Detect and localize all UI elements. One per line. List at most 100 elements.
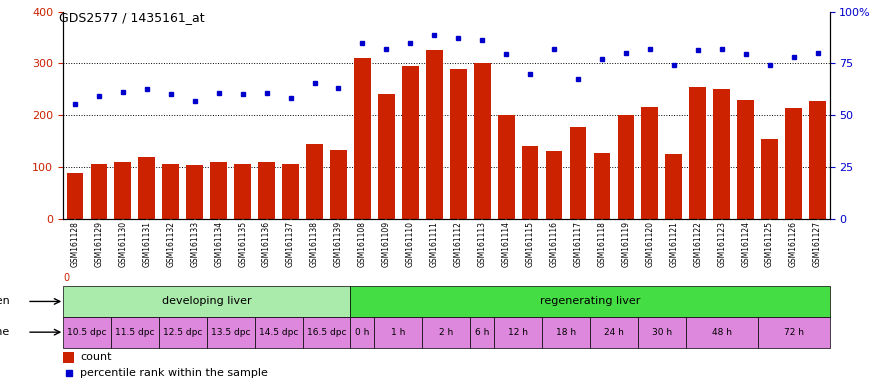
Bar xyxy=(63,286,350,317)
Text: GSM161135: GSM161135 xyxy=(238,221,247,267)
Bar xyxy=(498,115,514,219)
Text: GSM161128: GSM161128 xyxy=(71,221,80,267)
Text: 6 h: 6 h xyxy=(475,328,489,337)
Bar xyxy=(785,108,802,219)
Bar xyxy=(206,317,255,348)
Bar xyxy=(665,154,682,219)
Bar xyxy=(542,317,590,348)
Text: 24 h: 24 h xyxy=(604,328,624,337)
Text: GSM161112: GSM161112 xyxy=(454,221,463,267)
Text: GSM161115: GSM161115 xyxy=(526,221,535,267)
Text: 0 h: 0 h xyxy=(355,328,369,337)
Bar xyxy=(374,317,423,348)
Text: GSM161111: GSM161111 xyxy=(430,221,438,267)
Text: percentile rank within the sample: percentile rank within the sample xyxy=(80,368,268,378)
Bar xyxy=(115,162,131,219)
Text: GSM161139: GSM161139 xyxy=(334,221,343,267)
Text: GSM161130: GSM161130 xyxy=(118,221,128,267)
Bar xyxy=(590,317,638,348)
Bar xyxy=(90,164,108,219)
Bar xyxy=(402,66,419,219)
Bar xyxy=(570,127,586,219)
Text: GSM161121: GSM161121 xyxy=(669,221,678,267)
Bar xyxy=(350,317,374,348)
Bar xyxy=(426,50,443,219)
Bar xyxy=(306,144,323,219)
Bar xyxy=(255,317,303,348)
Text: GSM161138: GSM161138 xyxy=(310,221,319,267)
Text: 1 h: 1 h xyxy=(391,328,405,337)
Text: 18 h: 18 h xyxy=(556,328,576,337)
Bar xyxy=(450,68,466,219)
Text: GSM161123: GSM161123 xyxy=(718,221,726,267)
Bar xyxy=(163,164,179,219)
Bar xyxy=(378,94,395,219)
Bar xyxy=(303,317,350,348)
Text: GSM161134: GSM161134 xyxy=(214,221,223,267)
Bar xyxy=(470,317,494,348)
Text: GSM161120: GSM161120 xyxy=(646,221,654,267)
Text: GSM161109: GSM161109 xyxy=(382,221,391,267)
Text: 11.5 dpc: 11.5 dpc xyxy=(116,328,155,337)
Bar xyxy=(686,317,758,348)
Text: GSM161126: GSM161126 xyxy=(789,221,798,267)
Bar xyxy=(423,317,470,348)
Text: GSM161129: GSM161129 xyxy=(94,221,103,267)
Bar xyxy=(111,317,159,348)
Text: 12.5 dpc: 12.5 dpc xyxy=(163,328,202,337)
Text: GSM161117: GSM161117 xyxy=(573,221,583,267)
Bar xyxy=(546,152,563,219)
Bar xyxy=(761,139,778,219)
Bar xyxy=(638,317,686,348)
Text: 72 h: 72 h xyxy=(784,328,803,337)
Text: 2 h: 2 h xyxy=(439,328,453,337)
Bar xyxy=(758,317,830,348)
Text: 14.5 dpc: 14.5 dpc xyxy=(259,328,298,337)
Text: GSM161137: GSM161137 xyxy=(286,221,295,267)
Text: 10.5 dpc: 10.5 dpc xyxy=(67,328,107,337)
Text: 16.5 dpc: 16.5 dpc xyxy=(307,328,347,337)
Text: 0: 0 xyxy=(63,273,69,283)
Text: time: time xyxy=(0,327,10,337)
Text: GSM161114: GSM161114 xyxy=(501,221,511,267)
Text: GDS2577 / 1435161_at: GDS2577 / 1435161_at xyxy=(59,12,204,25)
Bar xyxy=(809,101,826,219)
Bar xyxy=(234,164,251,219)
Text: GSM161108: GSM161108 xyxy=(358,221,367,267)
Bar xyxy=(354,58,371,219)
Bar xyxy=(641,108,658,219)
Bar xyxy=(186,166,203,219)
Text: 48 h: 48 h xyxy=(711,328,732,337)
Bar xyxy=(63,352,74,363)
Bar xyxy=(738,99,754,219)
Text: GSM161122: GSM161122 xyxy=(693,221,703,267)
Text: regenerating liver: regenerating liver xyxy=(540,296,640,306)
Bar xyxy=(593,152,611,219)
Text: 13.5 dpc: 13.5 dpc xyxy=(211,328,250,337)
Bar xyxy=(282,164,299,219)
Bar xyxy=(258,162,275,219)
Text: 30 h: 30 h xyxy=(652,328,672,337)
Text: GSM161132: GSM161132 xyxy=(166,221,175,267)
Bar xyxy=(713,89,730,219)
Text: GSM161127: GSM161127 xyxy=(813,221,822,267)
Text: GSM161136: GSM161136 xyxy=(262,221,271,267)
Text: 12 h: 12 h xyxy=(508,328,528,337)
Text: specimen: specimen xyxy=(0,296,10,306)
Bar xyxy=(473,63,491,219)
Text: GSM161118: GSM161118 xyxy=(598,221,606,267)
Bar xyxy=(63,317,111,348)
Text: GSM161110: GSM161110 xyxy=(406,221,415,267)
Text: GSM161119: GSM161119 xyxy=(621,221,630,267)
Text: GSM161131: GSM161131 xyxy=(143,221,151,267)
Text: GSM161113: GSM161113 xyxy=(478,221,487,267)
Text: developing liver: developing liver xyxy=(162,296,251,306)
Bar xyxy=(350,286,830,317)
Bar xyxy=(522,146,538,219)
Bar xyxy=(159,317,206,348)
Bar xyxy=(330,150,346,219)
Text: GSM161133: GSM161133 xyxy=(190,221,200,267)
Text: count: count xyxy=(80,352,112,362)
Text: GSM161116: GSM161116 xyxy=(550,221,558,267)
Bar xyxy=(494,317,542,348)
